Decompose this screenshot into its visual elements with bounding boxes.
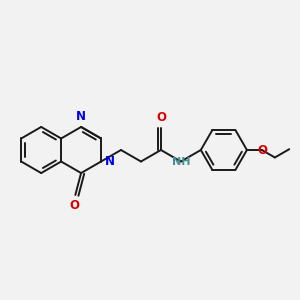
Text: O: O — [156, 111, 166, 124]
Text: O: O — [257, 143, 267, 157]
Text: O: O — [70, 199, 80, 212]
Text: NH: NH — [172, 157, 190, 166]
Text: N: N — [76, 110, 86, 123]
Text: N: N — [105, 155, 115, 168]
